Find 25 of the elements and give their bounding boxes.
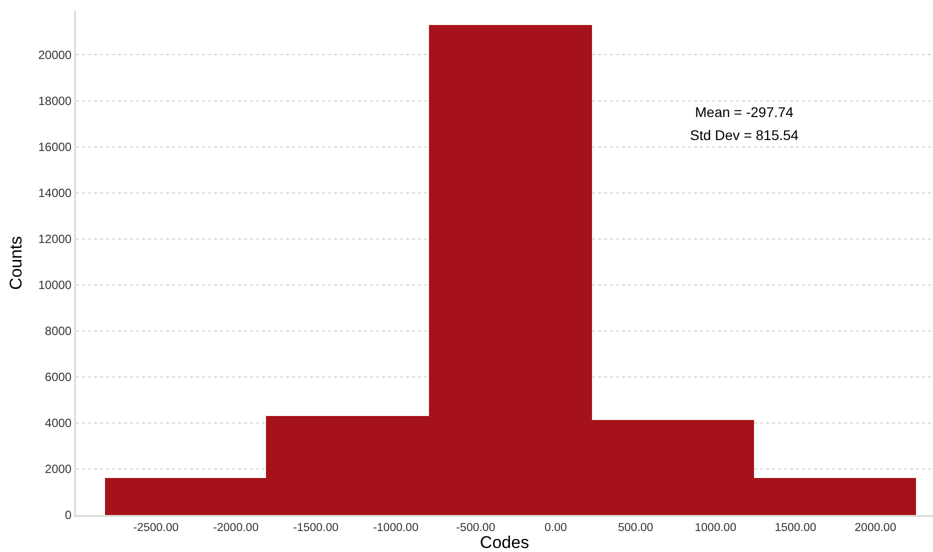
y-tick-label: 14000 [38,186,72,200]
y-tick-label: 12000 [38,232,72,246]
x-tick-label: -1500.00 [293,522,339,534]
x-tick-label: 500.00 [618,522,654,534]
x-tick-label: -1000.00 [373,522,418,534]
y-tick-label: 10000 [38,278,72,292]
x-tick-label: 1500.00 [774,522,816,534]
x-tick-label: -2500.00 [133,522,179,534]
y-tick-label: 2000 [44,462,72,476]
y-tick-label: 8000 [44,324,72,338]
x-tick-label: 0.00 [544,522,567,534]
x-tick-label: 1000.00 [694,522,736,534]
y-tick-label: 20000 [38,48,72,62]
y-tick-label: 4000 [44,416,72,430]
y-tick-label: 18000 [38,94,72,108]
x-tick-label: 2000.00 [854,522,896,534]
x-axis-title: Codes [480,533,530,552]
y-tick-label: 6000 [44,370,72,384]
y-tick-label: 16000 [38,140,72,154]
x-tick-label: -500.00 [456,522,496,534]
annotation: Mean = -297.74 [695,104,794,120]
x-tick-label: -2000.00 [213,522,259,534]
y-tick-label: 0 [64,508,72,522]
y-axis-title: Counts [6,236,26,290]
annotation: Std Dev = 815.54 [690,127,799,143]
